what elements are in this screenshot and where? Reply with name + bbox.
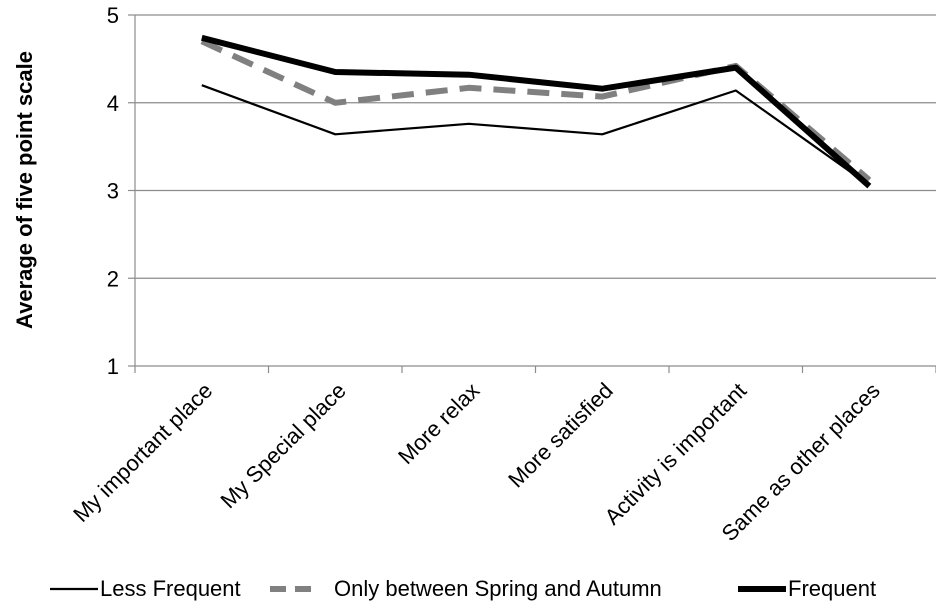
y-tick-labels: 1 2 3 4 5 bbox=[107, 3, 119, 379]
series-line-frequent bbox=[201, 34, 872, 189]
y-tick-label-4: 4 bbox=[107, 91, 119, 116]
y-tick-label-5: 5 bbox=[107, 3, 119, 28]
x-tick-label-more-satisfied: More satisfied bbox=[503, 378, 618, 493]
y-tick-label-3: 3 bbox=[107, 179, 119, 204]
y-tick-label-1: 1 bbox=[107, 354, 119, 379]
series-line-less-frequent bbox=[201, 84, 870, 187]
x-tick-label-activity-is-important: Activity is important bbox=[600, 378, 752, 530]
x-tick-label-more-relax: More relax bbox=[393, 378, 484, 469]
legend-label-less-frequent: Less Frequent bbox=[100, 576, 241, 601]
gridlines bbox=[135, 14, 936, 279]
x-tick-label-my-important-place: My important place bbox=[68, 378, 217, 527]
y-tick-label-2: 2 bbox=[107, 266, 119, 291]
axes bbox=[128, 14, 936, 373]
legend-label-frequent: Frequent bbox=[788, 576, 876, 601]
y-axis-title: Average of five point scale bbox=[12, 51, 37, 329]
legend: Less Frequent Only between Spring and Aut… bbox=[50, 576, 876, 601]
legend-label-only-between-spring-and-autumn: Only between Spring and Autumn bbox=[334, 576, 662, 601]
series-lines bbox=[200, 34, 872, 189]
x-tick-label-my-special-place: My Special place bbox=[216, 378, 351, 513]
